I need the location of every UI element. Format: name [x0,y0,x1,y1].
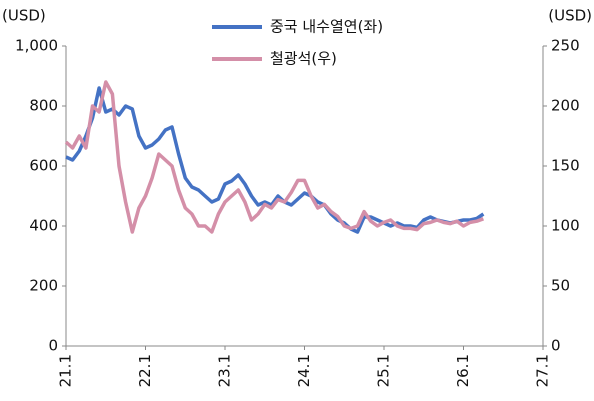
x-tick-label: 21.1 [57,354,75,387]
x-tick-label: 24.1 [295,354,313,387]
x-tick-label: 27.1 [534,354,552,387]
y2-tick-label: 100 [551,217,580,235]
x-tick-label: 22.1 [136,354,154,387]
y-axis-label: (USD) [2,7,46,25]
legend-label: 중국 내수열연(좌) [270,18,383,36]
legend-label: 철광석(우) [270,50,337,68]
y-tick-label: 1,000 [15,37,58,55]
y-tick-label: 200 [29,277,58,295]
y-tick-label: 600 [29,157,58,175]
y2-tick-label: 150 [551,157,580,175]
y-tick-label: 400 [29,217,58,235]
y-tick-label: 0 [48,337,58,355]
y-tick-label: 800 [29,97,58,115]
y2-tick-label: 200 [551,97,580,115]
y2-tick-label: 250 [551,37,580,55]
y2-tick-label: 50 [551,277,570,295]
y2-axis-label: (USD) [548,7,592,25]
x-tick-label: 26.1 [454,354,472,387]
series-line [65,86,485,234]
x-tick-label: 25.1 [375,354,393,387]
y2-tick-label: 0 [551,337,561,355]
x-tick-label: 23.1 [216,354,234,387]
series-line [64,80,484,234]
